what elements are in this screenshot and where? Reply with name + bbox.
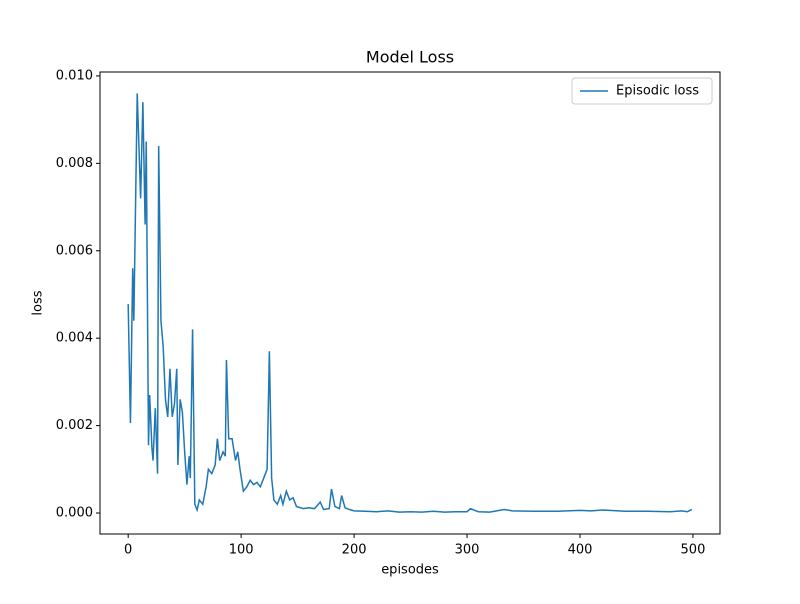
y-tick-label: 0.004	[56, 331, 93, 346]
y-tick-label: 0.002	[56, 418, 93, 433]
x-tick-label: 300	[455, 543, 480, 558]
x-tick-label: 500	[681, 543, 706, 558]
chart-title: Model Loss	[366, 48, 454, 67]
x-axis-label: episodes	[381, 563, 439, 578]
x-tick-label: 400	[568, 543, 593, 558]
y-tick-label: 0.010	[56, 68, 93, 83]
y-tick-label: 0.000	[56, 506, 93, 521]
line-series	[127, 93, 693, 513]
legend-label: Episodic loss	[616, 84, 699, 99]
x-tick-label: 200	[342, 543, 367, 558]
legend-box	[571, 77, 713, 105]
y-axis-label: loss	[31, 290, 46, 315]
y-tick-label: 0.008	[56, 156, 93, 171]
plot-frame	[99, 71, 721, 535]
x-tick-label: 0	[124, 543, 132, 558]
y-tick-label: 0.006	[56, 243, 93, 258]
x-tick-label: 100	[229, 543, 254, 558]
